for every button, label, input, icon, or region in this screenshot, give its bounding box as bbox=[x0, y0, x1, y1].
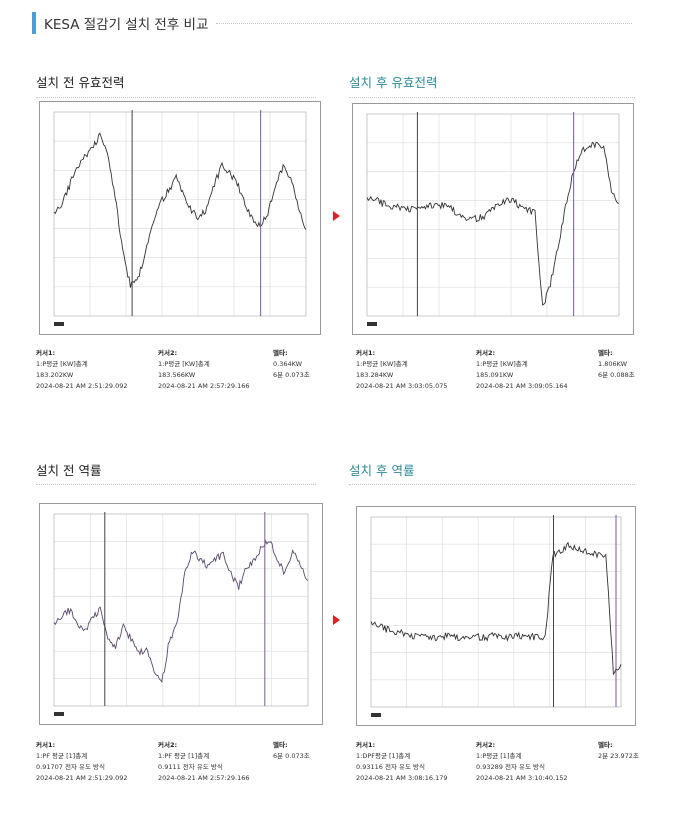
cursor1-line: 2024-08-21 AM 2:51:29.092 bbox=[36, 382, 128, 390]
cursor2-line: 1:PF 평균 [1]총계 bbox=[158, 752, 210, 760]
cursor1-line: 183.284KW bbox=[356, 371, 394, 379]
panel-title-after-pf: 설치 후 역률 bbox=[349, 463, 415, 478]
legend-swatch bbox=[371, 713, 381, 717]
chart-after-pf bbox=[356, 506, 636, 726]
cursor2-line: 2024-08-21 AM 3:10:40.152 bbox=[476, 774, 568, 782]
cursor2-line: 2024-08-21 AM 2:57:29.166 bbox=[158, 774, 250, 782]
series-line bbox=[53, 132, 307, 288]
delta-line: 1.806KW bbox=[598, 360, 628, 368]
panel-divider bbox=[349, 484, 635, 485]
cursor1-line: 183.202KW bbox=[36, 371, 74, 379]
chart-after-power bbox=[352, 103, 634, 335]
series-line bbox=[53, 539, 309, 683]
cursor1-label: 커서1: bbox=[356, 349, 376, 357]
delta-line: 6분 0.073초 bbox=[273, 752, 310, 760]
cursor2-line: 183.566KW bbox=[158, 371, 196, 379]
panel-title-before-pf: 설치 전 역률 bbox=[36, 463, 102, 478]
cursor1-info: 커서1: 1:P평균 [KW]총계 183.202KW 2024-08-21 A… bbox=[36, 348, 128, 392]
legend-swatch bbox=[54, 322, 64, 326]
panel-divider bbox=[36, 484, 316, 485]
chart-before-pf bbox=[39, 503, 323, 725]
cursor1-info: 커서1: 1:PF 평균 [1]총계 0.91707 전자 유도 방식 2024… bbox=[36, 740, 128, 784]
chart-before-power bbox=[39, 101, 321, 335]
cursor1-line: 2024-08-21 AM 3:08:16.179 bbox=[356, 774, 448, 782]
cursor1-label: 커서1: bbox=[356, 741, 376, 749]
cursor2-line: 0.9111 전자 유도 방식 bbox=[158, 763, 223, 771]
delta-info: 델타: 6분 0.073초 bbox=[273, 740, 310, 762]
arrow-right-icon bbox=[333, 615, 340, 625]
delta-line: 0.364KW bbox=[273, 360, 303, 368]
cursor2-info: 커서2: 1:P평균 [1]총계 0.93289 전자 유도 방식 2024-0… bbox=[476, 740, 568, 784]
cursor1-line: 2024-08-21 AM 3:03:05.075 bbox=[356, 382, 448, 390]
delta-info: 델타: 2분 23.972초 bbox=[598, 740, 639, 762]
chart-svg bbox=[370, 515, 622, 717]
cursor1-line: 1:P평균 [KW]총계 bbox=[356, 360, 408, 368]
cursor2-line: 185.091KW bbox=[476, 371, 514, 379]
panel-divider bbox=[36, 97, 316, 98]
cursor1-line: 1:P평균 [KW]총계 bbox=[36, 360, 88, 368]
cursor1-info: 커서1: 1:P평균 [KW]총계 183.284KW 2024-08-21 A… bbox=[356, 348, 448, 392]
delta-line: 6분 0.088초 bbox=[598, 371, 635, 379]
delta-info: 델타: 1.806KW 6분 0.088초 bbox=[598, 348, 635, 381]
legend-swatch bbox=[367, 322, 377, 326]
cursor1-line: 0.91707 전자 유도 방식 bbox=[36, 763, 105, 771]
delta-label: 델타: bbox=[598, 349, 613, 357]
delta-label: 델타: bbox=[273, 741, 288, 749]
chart-svg bbox=[53, 110, 307, 326]
delta-line: 2분 23.972초 bbox=[598, 752, 639, 760]
cursor2-line: 1:P평균 [KW]총계 bbox=[476, 360, 528, 368]
cursor2-info: 커서2: 1:P평균 [KW]총계 183.566KW 2024-08-21 A… bbox=[158, 348, 250, 392]
cursor1-label: 커서1: bbox=[36, 741, 56, 749]
cursor1-label: 커서1: bbox=[36, 349, 56, 357]
header: KESA 절감기 설치 전후 비교 bbox=[32, 12, 208, 34]
chart-svg bbox=[366, 112, 620, 326]
cursor2-line: 2024-08-21 AM 2:57:29.166 bbox=[158, 382, 250, 390]
cursor2-info: 커서2: 1:PF 평균 [1]총계 0.9111 전자 유도 방식 2024-… bbox=[158, 740, 250, 784]
delta-info: 델타: 0.364KW 6분 0.073초 bbox=[273, 348, 310, 381]
delta-line: 6분 0.073초 bbox=[273, 371, 310, 379]
plot-frame bbox=[53, 111, 307, 317]
cursor1-line: 1:DPF평균 [1]총계 bbox=[356, 752, 411, 760]
series-line bbox=[366, 141, 620, 306]
plot-frame bbox=[370, 516, 622, 708]
cursor2-line: 0.93289 전자 유도 방식 bbox=[476, 763, 545, 771]
series-line bbox=[370, 541, 622, 676]
page-title: KESA 절감기 설치 전후 비교 bbox=[44, 17, 209, 33]
delta-label: 델타: bbox=[273, 349, 288, 357]
panel-title-before-power: 설치 전 유효전력 bbox=[36, 75, 125, 90]
cursor2-line: 2024-08-21 AM 3:09:05.164 bbox=[476, 382, 568, 390]
plot-frame bbox=[53, 513, 309, 707]
delta-label: 델타: bbox=[598, 741, 613, 749]
panel-divider bbox=[349, 97, 635, 98]
plot-frame bbox=[366, 113, 620, 317]
panel-title-after-power: 설치 후 유효전력 bbox=[349, 75, 438, 90]
cursor1-line: 2024-08-21 AM 2:51:29.092 bbox=[36, 774, 128, 782]
cursor2-label: 커서2: bbox=[476, 349, 496, 357]
cursor2-line: 1:P평균 [KW]총계 bbox=[158, 360, 210, 368]
cursor2-info: 커서2: 1:P평균 [KW]총계 185.091KW 2024-08-21 A… bbox=[476, 348, 568, 392]
cursor2-label: 커서2: bbox=[476, 741, 496, 749]
cursor1-line: 1:PF 평균 [1]총계 bbox=[36, 752, 88, 760]
arrow-right-icon bbox=[333, 211, 340, 221]
cursor2-line: 1:P평균 [1]총계 bbox=[476, 752, 522, 760]
cursor1-line: 0.93116 전자 유도 방식 bbox=[356, 763, 425, 771]
header-divider bbox=[216, 23, 632, 24]
cursor1-info: 커서1: 1:DPF평균 [1]총계 0.93116 전자 유도 방식 2024… bbox=[356, 740, 448, 784]
legend-swatch bbox=[54, 712, 64, 716]
cursor2-label: 커서2: bbox=[158, 741, 178, 749]
chart-svg bbox=[53, 512, 309, 716]
header-accent-bar bbox=[32, 12, 36, 34]
cursor2-label: 커서2: bbox=[158, 349, 178, 357]
